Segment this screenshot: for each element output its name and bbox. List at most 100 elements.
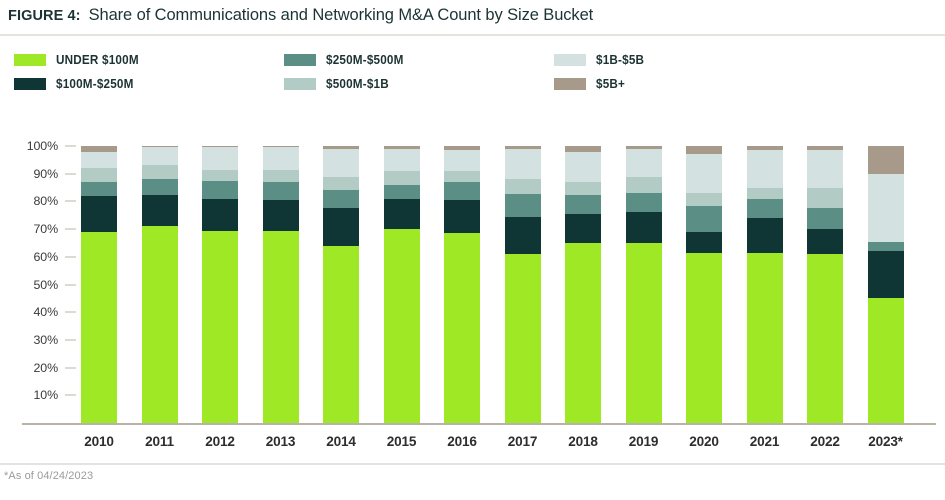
bar-segment[interactable] [746, 252, 783, 423]
bar-segment[interactable] [867, 298, 904, 423]
bar-segment[interactable] [262, 169, 299, 183]
bar-segment[interactable] [565, 242, 601, 423]
stacked-bar[interactable] [867, 146, 904, 423]
bar-segment[interactable] [807, 208, 843, 230]
bar-segment[interactable] [81, 195, 117, 232]
legend-item[interactable]: $250M-$500M [284, 48, 554, 72]
bar-segment[interactable] [504, 216, 541, 255]
stacked-bar[interactable] [504, 146, 541, 423]
stacked-bar[interactable] [323, 146, 359, 423]
bar-segment[interactable] [81, 168, 117, 183]
stacked-bar[interactable] [746, 146, 783, 423]
legend-item[interactable]: UNDER $100M [14, 48, 284, 72]
stacked-bar[interactable] [807, 146, 843, 423]
bar-segment[interactable] [565, 146, 601, 152]
bar-segment[interactable] [81, 151, 117, 169]
bar-segment[interactable] [625, 176, 662, 194]
bar-segment[interactable] [807, 146, 843, 151]
stacked-bar[interactable] [262, 146, 299, 423]
bar-segment[interactable] [444, 182, 480, 201]
bar-segment[interactable] [867, 173, 904, 242]
bar-segment[interactable] [444, 146, 480, 151]
bar-segment[interactable] [686, 252, 722, 423]
bar-segment[interactable] [444, 170, 480, 183]
bar-segment[interactable] [262, 146, 299, 148]
legend-item[interactable]: $1B-$5B [554, 48, 824, 72]
bar-segment[interactable] [746, 218, 783, 253]
bar-segment[interactable] [141, 147, 178, 166]
bar-segment[interactable] [202, 169, 238, 181]
bar-segment[interactable] [202, 180, 238, 199]
bar-segment[interactable] [444, 233, 480, 423]
stacked-bar[interactable] [625, 146, 662, 423]
bar-segment[interactable] [383, 198, 420, 230]
bar-segment[interactable] [262, 230, 299, 423]
stacked-bar[interactable] [565, 146, 601, 423]
bar-segment[interactable] [202, 147, 238, 170]
bar-segment[interactable] [81, 231, 117, 423]
bar-segment[interactable] [625, 242, 662, 423]
legend-item[interactable]: $100M-$250M [14, 72, 284, 96]
legend-item[interactable]: $500M-$1B [284, 72, 554, 96]
bar-segment[interactable] [262, 147, 299, 170]
bar-segment[interactable] [565, 213, 601, 243]
bar-segment[interactable] [383, 148, 420, 171]
bar-segment[interactable] [686, 146, 722, 155]
bar-segment[interactable] [81, 182, 117, 196]
bar-segment[interactable] [746, 150, 783, 188]
stacked-bar[interactable] [141, 146, 178, 423]
bar-segment[interactable] [625, 212, 662, 243]
bar-segment[interactable] [746, 187, 783, 199]
bar-segment[interactable] [686, 205, 722, 232]
bar-segment[interactable] [202, 146, 238, 148]
bar-segment[interactable] [565, 182, 601, 195]
bar-segment[interactable] [323, 146, 359, 149]
bar-segment[interactable] [686, 231, 722, 253]
bar-segment[interactable] [807, 150, 843, 188]
bar-segment[interactable] [504, 146, 541, 149]
bar-segment[interactable] [323, 190, 359, 209]
bar-segment[interactable] [504, 179, 541, 195]
bar-segment[interactable] [565, 151, 601, 183]
bar-segment[interactable] [323, 208, 359, 246]
stacked-bar[interactable] [444, 146, 480, 423]
stacked-bar[interactable] [686, 146, 722, 423]
stacked-bar[interactable] [383, 146, 420, 423]
legend-item[interactable]: $5B+ [554, 72, 824, 96]
bar-segment[interactable] [686, 193, 722, 206]
stacked-bar[interactable] [81, 146, 117, 423]
bar-segment[interactable] [807, 229, 843, 255]
bar-segment[interactable] [81, 146, 117, 152]
bar-segment[interactable] [141, 165, 178, 180]
bar-segment[interactable] [383, 146, 420, 149]
bar-segment[interactable] [686, 154, 722, 194]
bar-segment[interactable] [141, 226, 178, 423]
bar-segment[interactable] [383, 229, 420, 423]
bar-segment[interactable] [444, 200, 480, 234]
bar-segment[interactable] [383, 170, 420, 185]
bar-segment[interactable] [444, 150, 480, 171]
bar-segment[interactable] [141, 179, 178, 195]
bar-segment[interactable] [867, 241, 904, 252]
bar-segment[interactable] [202, 198, 238, 231]
bar-segment[interactable] [504, 194, 541, 217]
bar-segment[interactable] [625, 146, 662, 149]
bar-segment[interactable] [867, 146, 904, 174]
bar-segment[interactable] [262, 182, 299, 201]
bar-segment[interactable] [807, 254, 843, 423]
bar-segment[interactable] [625, 148, 662, 177]
stacked-bar[interactable] [202, 146, 238, 423]
bar-segment[interactable] [504, 148, 541, 180]
bar-segment[interactable] [383, 184, 420, 199]
bar-segment[interactable] [141, 146, 178, 148]
bar-segment[interactable] [504, 254, 541, 423]
bar-segment[interactable] [565, 194, 601, 214]
bar-segment[interactable] [867, 251, 904, 299]
bar-segment[interactable] [323, 148, 359, 177]
bar-segment[interactable] [625, 193, 662, 213]
bar-segment[interactable] [323, 176, 359, 191]
bar-segment[interactable] [141, 194, 178, 227]
bar-segment[interactable] [202, 230, 238, 423]
bar-segment[interactable] [746, 198, 783, 219]
bar-segment[interactable] [807, 187, 843, 209]
